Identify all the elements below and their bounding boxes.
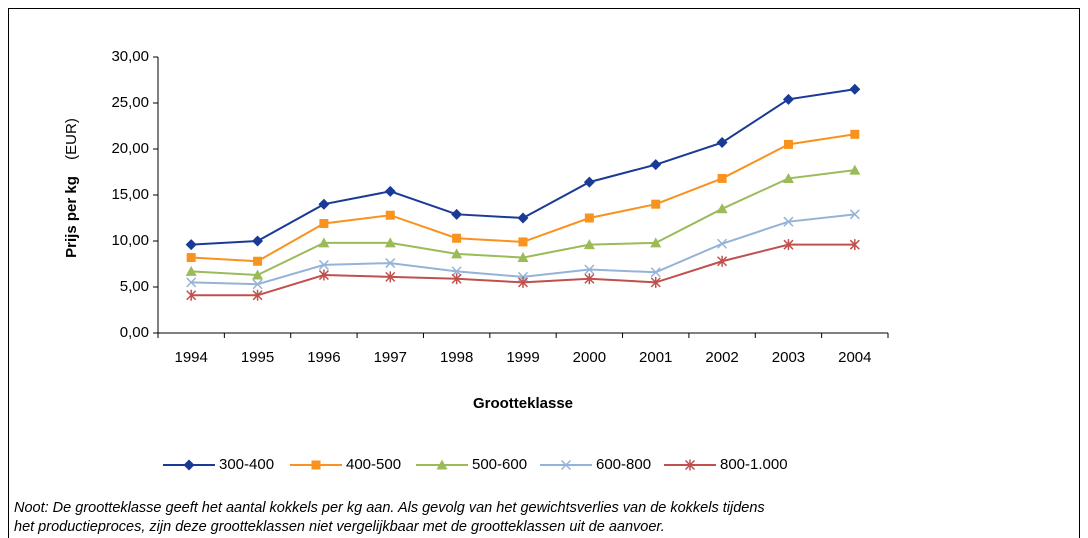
marker [186, 277, 197, 288]
x-tick-label: 2004 [838, 349, 871, 366]
x-tick-label: 2001 [639, 349, 672, 366]
marker [385, 271, 396, 283]
x-tick-label: 2003 [772, 349, 805, 366]
marker [650, 267, 661, 278]
marker [385, 258, 396, 269]
marker [782, 93, 794, 105]
x-tick-label: 1996 [307, 349, 340, 366]
x-tick-label: 1998 [440, 349, 473, 366]
x-tick-label: 1995 [241, 349, 274, 366]
x-axis-label: Grootteklasse [473, 395, 573, 412]
legend-marker [436, 459, 448, 470]
marker [650, 276, 661, 288]
legend-label: 800-1.000 [720, 456, 788, 473]
marker [650, 237, 662, 248]
legend-marker [183, 459, 195, 471]
x-tick-label: 2002 [705, 349, 738, 366]
marker [583, 239, 595, 250]
y-axis-title: Prijs per kg (EUR) [63, 118, 80, 258]
marker [783, 139, 793, 149]
marker [518, 237, 528, 247]
marker [185, 239, 197, 251]
note: het productieproces, zijn deze groottekl… [14, 519, 665, 535]
legend-marker [684, 459, 696, 471]
y-tick-label: 30,00 [111, 48, 149, 65]
marker [849, 83, 861, 95]
marker [452, 233, 462, 243]
marker [716, 203, 728, 214]
y-tick-label: 5,00 [120, 278, 149, 295]
legend-label: 600-800 [596, 456, 651, 473]
y-axis-label: Prijs per kg [63, 176, 80, 258]
marker [717, 173, 727, 183]
chart-border [8, 8, 1080, 538]
marker [584, 264, 595, 275]
marker [185, 265, 197, 276]
x-tick-label: 1999 [506, 349, 539, 366]
y-axis-unit: (EUR) [63, 118, 80, 160]
marker [318, 259, 329, 270]
marker [850, 129, 860, 139]
marker [517, 212, 529, 224]
y-tick-label: 0,00 [120, 324, 149, 341]
marker [849, 209, 860, 220]
y-tick-label: 15,00 [111, 186, 149, 203]
marker [318, 198, 330, 210]
legend-label: 500-600 [472, 456, 527, 473]
marker [252, 235, 264, 247]
marker [717, 238, 728, 249]
marker [385, 210, 395, 220]
marker [517, 276, 529, 288]
y-tick-label: 10,00 [111, 232, 149, 249]
marker [253, 256, 263, 266]
marker [651, 199, 661, 209]
marker [384, 185, 396, 197]
marker [717, 255, 728, 267]
note: Noot: De grootteklasse geeft het aantal … [14, 500, 765, 516]
marker [186, 253, 196, 263]
legend-marker [311, 460, 321, 470]
marker [319, 219, 329, 229]
marker [186, 289, 197, 301]
y-tick-label: 20,00 [111, 140, 149, 157]
marker [451, 266, 462, 277]
marker [716, 137, 728, 149]
marker [783, 216, 794, 227]
marker [318, 237, 330, 248]
series-line [191, 213, 855, 286]
x-tick-label: 1994 [174, 349, 207, 366]
marker [252, 279, 263, 290]
marker [252, 289, 263, 301]
marker [451, 273, 462, 285]
marker [583, 176, 595, 188]
marker [451, 208, 463, 220]
legend-marker [560, 459, 572, 471]
marker [517, 252, 529, 263]
marker [451, 248, 463, 259]
legend-label: 400-500 [346, 456, 401, 473]
x-tick-label: 2000 [573, 349, 606, 366]
marker [650, 159, 662, 171]
legend-label: 300-400 [219, 456, 274, 473]
marker [318, 269, 329, 281]
y-tick-label: 25,00 [111, 94, 149, 111]
marker [783, 239, 794, 251]
marker [584, 273, 595, 285]
marker [384, 237, 396, 248]
marker [252, 269, 264, 280]
x-tick-label: 1997 [374, 349, 407, 366]
marker [849, 239, 860, 251]
marker [782, 172, 794, 183]
marker [584, 213, 594, 223]
marker [849, 164, 861, 175]
